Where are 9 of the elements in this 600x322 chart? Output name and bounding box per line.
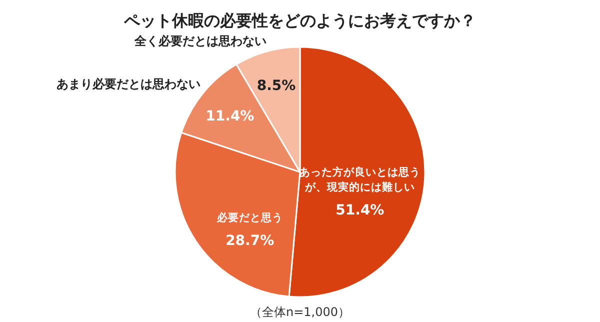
data-label: 28.7% [226,232,274,249]
data-label: 11.4% [206,108,254,125]
slice-label: あまり必要だとは思わない [56,76,201,91]
data-label: 8.5% [256,78,296,94]
data-label: 51.4% [336,202,384,219]
chart-title: ペット休暇の必要性をどのようにお考えですか？ [123,11,476,30]
text: （全体n=1,000） [250,305,350,319]
slice-label: 全く必要だとは思わない [133,34,266,48]
slice-label: 必要だと思う [216,210,283,224]
